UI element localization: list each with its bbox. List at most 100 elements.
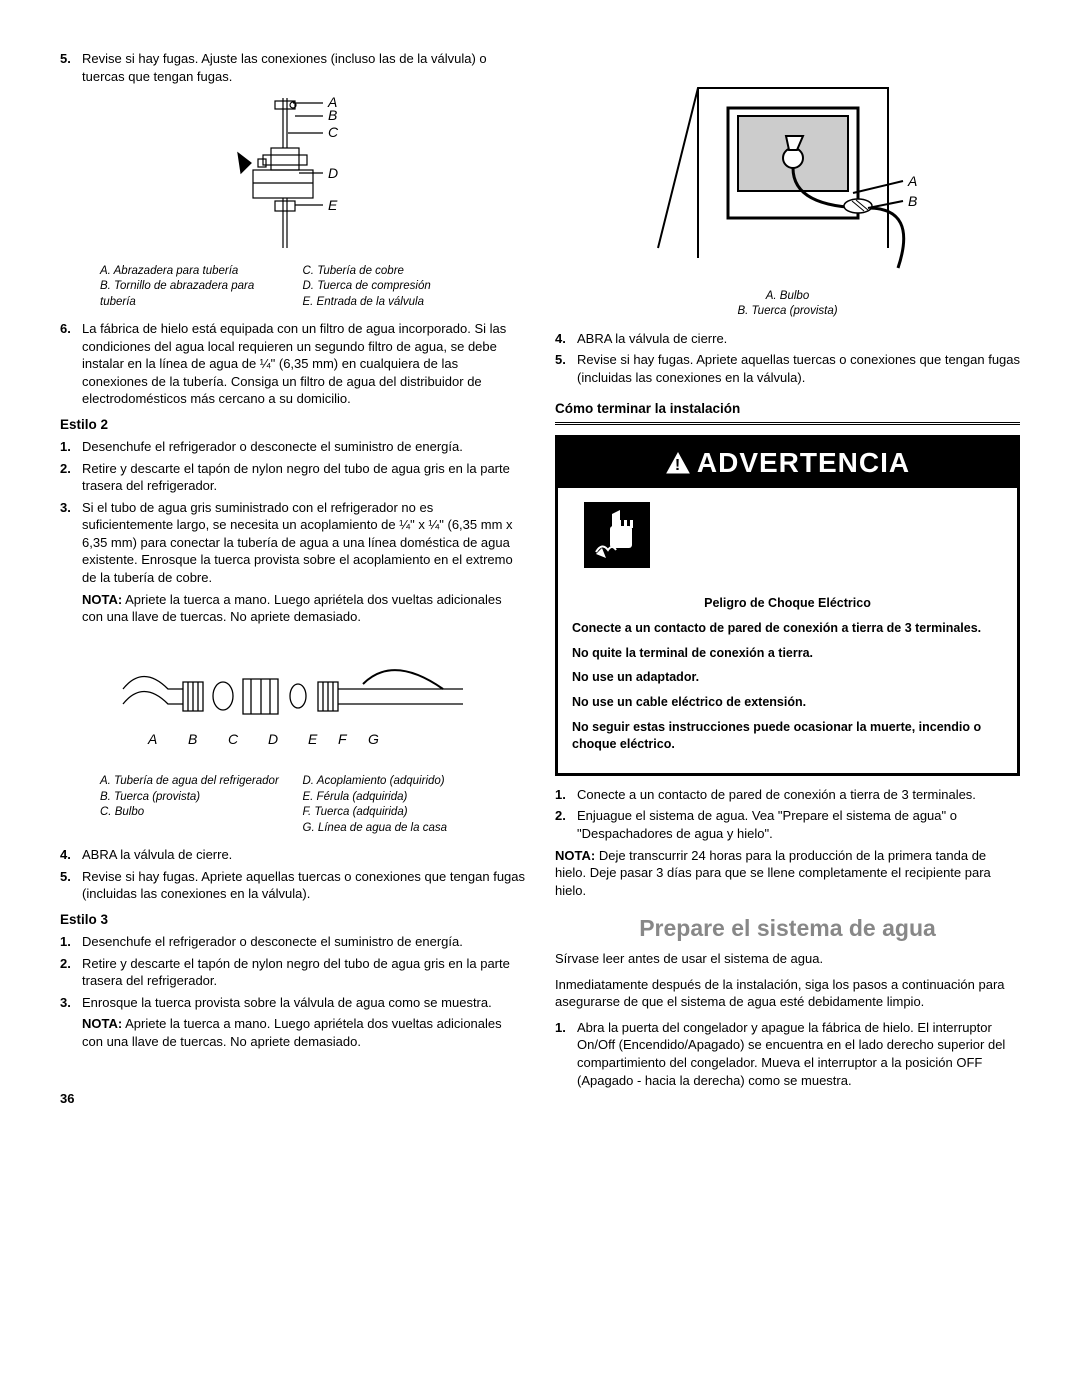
label-b: B <box>328 107 337 123</box>
warning-triangle-icon: ! <box>665 451 691 475</box>
nota-body-2: Apriete la tuerca a mano. Luego apriétel… <box>82 1016 502 1049</box>
warning-body: Peligro de Choque Eléctrico Conecte a un… <box>558 587 1017 773</box>
item-number: 4. <box>555 330 577 348</box>
item-text: Si el tubo de agua gris suministrado con… <box>82 499 525 587</box>
label-e: E <box>308 731 318 747</box>
legend-text: F. Tuerca (adquirida) <box>303 805 486 821</box>
item-text: Retire y descarte el tapón de nylon negr… <box>82 460 525 495</box>
list: 4. ABRA la válvula de cierre. 5. Revise … <box>555 330 1020 387</box>
paragraph: Inmediatamente después de la instalación… <box>555 976 1020 1011</box>
label-c: C <box>328 124 339 140</box>
figure-valve: A B C D E <box>60 93 525 258</box>
item-number: 5. <box>60 868 82 903</box>
section-title: Prepare el sistema de agua <box>555 913 1020 944</box>
warning-line: Conecte a un contacto de pared de conexi… <box>572 620 1003 637</box>
label-e: E <box>328 197 338 213</box>
list-item: 2. Retire y descarte el tapón de nylon n… <box>60 955 525 990</box>
label-d: D <box>328 165 338 181</box>
label-a: A <box>147 731 157 747</box>
warning-header: ! ADVERTENCIA <box>558 438 1017 488</box>
legend-text: A. Abrazadera para tubería <box>100 264 283 280</box>
nota-body: Apriete la tuerca a mano. Luego apriétel… <box>82 592 502 625</box>
list-item: 2. Enjuague el sistema de agua. Vea "Pre… <box>555 807 1020 842</box>
label-b: B <box>908 193 917 209</box>
list-item: 3. Enrosque la tuerca provista sobre la … <box>60 994 525 1012</box>
warning-line: No use un cable eléctrico de extensión. <box>572 694 1003 711</box>
item-number: 3. <box>60 994 82 1012</box>
warning-subtitle: Peligro de Choque Eléctrico <box>572 595 1003 612</box>
list: 1. Abra la puerta del congelador y apagu… <box>555 1019 1020 1089</box>
item-text: Enrosque la tuerca provista sobre la vál… <box>82 994 525 1012</box>
heading-estilo2: Estilo 2 <box>60 416 525 434</box>
label-g: G <box>368 731 379 747</box>
item-number: 2. <box>60 460 82 495</box>
list-item: 1. Desenchufe el refrigerador o desconec… <box>60 933 525 951</box>
item-text: Abra la puerta del congelador y apague l… <box>577 1019 1020 1089</box>
list-item: 2. Retire y descarte el tapón de nylon n… <box>60 460 525 495</box>
shock-hazard-icon <box>582 500 652 570</box>
warning-line: No seguir estas instrucciones puede ocas… <box>572 719 1003 753</box>
label-c: C <box>228 731 239 747</box>
item-number: 1. <box>555 1019 577 1089</box>
list-estilo2: 1. Desenchufe el refrigerador o desconec… <box>60 438 525 586</box>
label-a: A <box>907 173 917 189</box>
item-text: Revise si hay fugas. Ajuste las conexion… <box>82 50 525 85</box>
label-f: F <box>338 731 348 747</box>
figure-coupling: A B C D E F G <box>60 634 525 769</box>
item-text: Retire y descarte el tapón de nylon negr… <box>82 955 525 990</box>
list: 4. ABRA la válvula de cierre. 5. Revise … <box>60 846 525 903</box>
item-number: 2. <box>60 955 82 990</box>
nota-text: NOTA: Deje transcurrir 24 horas para la … <box>555 847 1020 900</box>
item-number: 4. <box>60 846 82 864</box>
legend-text: B. Tuerca (provista) <box>100 790 283 806</box>
heading-estilo3: Estilo 3 <box>60 911 525 929</box>
nota-text: NOTA: Apriete la tuerca a mano. Luego ap… <box>82 591 525 626</box>
list-item: 6. La fábrica de hielo está equipada con… <box>60 320 525 408</box>
label-d: D <box>268 731 278 747</box>
warning-line: No quite la terminal de conexión a tierr… <box>572 645 1003 662</box>
item-text: Enjuague el sistema de agua. Vea "Prepar… <box>577 807 1020 842</box>
nota-label: NOTA: <box>82 1016 122 1031</box>
list-item: 1. Desenchufe el refrigerador o desconec… <box>60 438 525 456</box>
list-top: 5. Revise si hay fugas. Ajuste las conex… <box>60 50 525 85</box>
list-item: 1. Conecte a un contacto de pared de con… <box>555 786 1020 804</box>
item-text: ABRA la válvula de cierre. <box>82 846 525 864</box>
legend-text: A. Tubería de agua del refrigerador <box>100 774 283 790</box>
item-number: 3. <box>60 499 82 587</box>
legend-text: D. Tuerca de compresión <box>303 279 486 295</box>
left-column: 5. Revise si hay fugas. Ajuste las conex… <box>60 50 525 1108</box>
wallbox-diagram-svg: A B <box>638 58 938 278</box>
list-estilo3: 1. Desenchufe el refrigerador o desconec… <box>60 933 525 1011</box>
list-item: 5. Revise si hay fugas. Apriete aquellas… <box>555 351 1020 386</box>
legend-text: C. Bulbo <box>100 805 283 821</box>
item-text: Revise si hay fugas. Apriete aquellas tu… <box>82 868 525 903</box>
legend-3: A. Bulbo B. Tuerca (provista) <box>555 289 1020 320</box>
nota-label: NOTA: <box>555 848 595 863</box>
list: 1. Conecte a un contacto de pared de con… <box>555 786 1020 843</box>
warning-title: ADVERTENCIA <box>697 444 910 482</box>
legend-text: B. Tornillo de abrazadera para tubería <box>100 279 283 310</box>
warning-box: ! ADVERTENCIA Peligro de Choque <box>555 435 1020 775</box>
valve-diagram-svg: A B C D E <box>193 93 393 253</box>
warning-icon-row <box>558 488 1017 587</box>
item-number: 5. <box>555 351 577 386</box>
legend-text: E. Férula (adquirida) <box>303 790 486 806</box>
nota-text: NOTA: Apriete la tuerca a mano. Luego ap… <box>82 1015 525 1050</box>
heading-como-terminar: Cómo terminar la instalación <box>555 400 1020 425</box>
nota-label: NOTA: <box>82 592 122 607</box>
legend-text: C. Tubería de cobre <box>303 264 486 280</box>
list-item: 4. ABRA la válvula de cierre. <box>60 846 525 864</box>
item-number: 1. <box>60 933 82 951</box>
right-column: A B A. Bulbo B. Tuerca (provista) 4. ABR… <box>555 50 1020 1108</box>
coupling-diagram-svg: A B C D E F G <box>113 634 473 764</box>
warning-line: No use un adaptador. <box>572 669 1003 686</box>
list-item: 5. Revise si hay fugas. Apriete aquellas… <box>60 868 525 903</box>
legend-2: A. Tubería de agua del refrigerador B. T… <box>100 774 485 836</box>
nota-body-3: Deje transcurrir 24 horas para la produc… <box>555 848 991 898</box>
label-b: B <box>188 731 197 747</box>
item-number: 2. <box>555 807 577 842</box>
figure-wallbox: A B <box>555 58 1020 283</box>
item-text: Conecte a un contacto de pared de conexi… <box>577 786 1020 804</box>
legend-text: B. Tuerca (provista) <box>555 304 1020 320</box>
item-text: Desenchufe el refrigerador o desconecte … <box>82 933 525 951</box>
